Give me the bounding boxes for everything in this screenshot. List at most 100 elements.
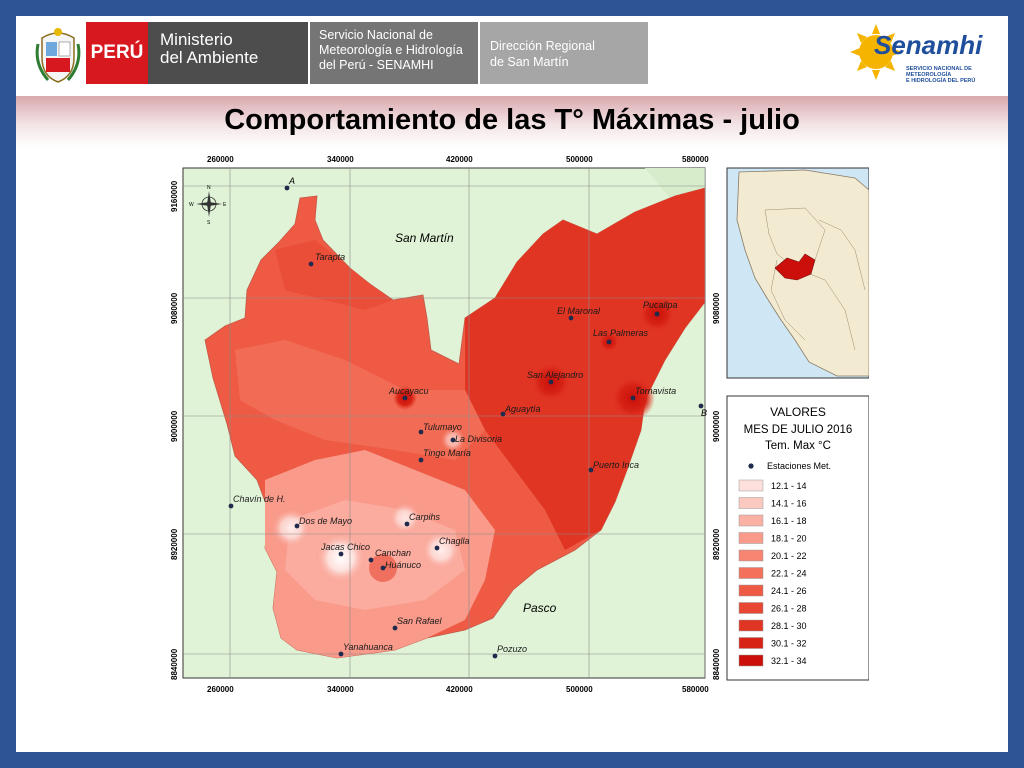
station-marker-aguaytia: [500, 411, 506, 417]
region-line1: Dirección Regional: [490, 39, 595, 53]
station-label-yanahuanca: Yanahuanca: [343, 642, 393, 652]
region-line2: de San Martín: [490, 55, 569, 69]
legend-title-line2: MES DE JULIO 2016: [744, 424, 853, 436]
map-figure: 260000 340000 420000 500000 580000 26000…: [165, 150, 870, 696]
station-marker-chavin: [228, 503, 234, 509]
corner-label-a: A: [288, 176, 295, 186]
x-tick-top-5: 580000: [682, 155, 709, 164]
station-marker-tingo-maria: [418, 457, 424, 463]
coat-of-arms-icon: [35, 28, 81, 83]
station-label-san-alejandro: San Alejandro: [527, 370, 583, 380]
peru-inset-map: [726, 167, 870, 379]
corner-label-b: B: [701, 408, 707, 418]
station-label-jacas-chico: Jacas Chico: [320, 542, 370, 552]
slide-title: Comportamiento de las T° Máximas - julio: [224, 104, 800, 136]
legend-swatch: [738, 619, 764, 632]
y-tick-left-1: 9160000: [170, 180, 179, 212]
station-label-canchan: Canchan: [375, 548, 411, 558]
legend-class-label: 18.1 - 20: [771, 534, 807, 544]
legend-class-label: 12.1 - 14: [771, 481, 807, 491]
station-label-aucayacu: Aucayacu: [388, 386, 429, 396]
legend-swatch: [738, 654, 764, 667]
slide: PERÚ Ministerio del Ambiente Servicio Na…: [16, 16, 1008, 752]
sun-icon: [850, 24, 902, 80]
station-marker-tarapta: [308, 261, 314, 267]
station-label-tarapta: Tarapta: [315, 252, 345, 262]
station-marker-carpihs: [404, 521, 410, 527]
dos-de-mayo-coolspot: [271, 508, 311, 548]
service-line2: Meteorología e Hidrología: [319, 43, 463, 57]
station-label-tornavista: Tornavista: [635, 386, 676, 396]
ministry-line1: Ministerio: [160, 30, 233, 49]
station-label-la-divisoria: La Divisoria: [455, 434, 502, 444]
legend-box: VALORES MES DE JULIO 2016 Tem. Max °C Es…: [726, 395, 870, 681]
station-label-dos-de-mayo: Dos de Mayo: [299, 516, 352, 526]
station-marker-pucallpa: [654, 311, 660, 317]
station-marker-san-alejandro: [548, 379, 554, 385]
legend-swatch: [738, 514, 764, 527]
compass-e: E: [223, 202, 227, 208]
station-marker-pozuzo: [492, 653, 498, 659]
legend-class-label: 24.1 - 26: [771, 586, 807, 596]
legend-swatch: [738, 479, 764, 492]
senamhi-logo: Senamhi SERVICIO NACIONAL DE METEOROLOGÍ…: [848, 20, 998, 86]
station-label-chavin: Chavín de H.: [233, 494, 286, 504]
x-tick-top-2: 340000: [327, 155, 354, 164]
station-label-las-palmeras: Las Palmeras: [593, 328, 649, 338]
station-marker-huanuco: [380, 565, 386, 571]
station-marker-b: [698, 403, 704, 409]
station-marker-yanahuanca: [338, 651, 344, 657]
region-label-san-martin: San Martín: [395, 231, 454, 245]
southwest-cooler-core: [285, 500, 465, 610]
y-tick-right-2: 9080000: [712, 292, 721, 324]
legend-class-label: 30.1 - 32: [771, 639, 807, 649]
compass-s: S: [207, 220, 211, 226]
ministry-block: Ministerio del Ambiente: [148, 22, 308, 84]
huanuco-highlight: [774, 253, 816, 281]
legend-station-marker: [748, 463, 754, 469]
x-tick-top-3: 420000: [446, 155, 473, 164]
legend-swatch: [738, 549, 764, 562]
northwest-warm-zone: [275, 240, 393, 310]
station-marker-canchan: [368, 557, 374, 563]
service-line1: Servicio Nacional de: [319, 28, 433, 42]
legend-title-line1: VALORES: [770, 405, 826, 419]
y-tick-right-5: 8840000: [712, 648, 721, 680]
legend-class-label: 14.1 - 16: [771, 499, 807, 509]
service-block: Servicio Nacional de Meteorología e Hidr…: [310, 22, 478, 84]
legend-class-label: 20.1 - 22: [771, 551, 807, 561]
region-label-pasco: Pasco: [523, 601, 557, 615]
station-marker-las-palmeras: [606, 339, 612, 345]
station-label-tingo-maria: Tingo María: [423, 448, 471, 458]
y-tick-left-3: 9000000: [170, 410, 179, 442]
legend-class-label: 22.1 - 24: [771, 569, 807, 579]
eastern-hot-zone: [465, 188, 705, 550]
logo-sub-line1: SERVICIO NACIONAL DE METEOROLOGÍA: [906, 66, 972, 78]
compass-n: N: [207, 185, 211, 191]
y-tick-right-4: 8920000: [712, 528, 721, 560]
station-marker-dos-de-mayo: [294, 523, 300, 529]
central-transition-zone: [235, 340, 485, 460]
station-label-san-rafael: San Rafael: [397, 616, 443, 626]
x-tick-bottom-5: 580000: [682, 685, 709, 694]
compass-w: W: [189, 202, 194, 208]
logo-subtitle: SERVICIO NACIONAL DE METEOROLOGÍA E HIDR…: [906, 66, 996, 84]
legend-swatch: [738, 532, 764, 544]
y-tick-right-3: 9000000: [712, 410, 721, 442]
logo-name: Senamhi: [874, 30, 983, 60]
map-gridlines: [183, 168, 706, 678]
carpihs-coolspot: [389, 502, 421, 534]
station-label-el-maronal: El Maronal: [557, 306, 601, 316]
compass-rose-icon: N S E W: [189, 185, 227, 226]
station-marker-tornavista: [630, 395, 636, 401]
station-marker-jacas-chico: [338, 551, 344, 557]
station-marker-aucayacu: [402, 395, 408, 401]
legend-class-label: 26.1 - 28: [771, 604, 807, 614]
chaglla-coolspot: [421, 530, 461, 570]
x-tick-top-4: 500000: [566, 155, 593, 164]
station-label-carpihs: Carpihs: [409, 512, 441, 522]
station-marker-a: [284, 185, 290, 191]
legend-title-line3: Tem. Max °C: [765, 440, 831, 452]
legend-swatch: [738, 637, 764, 649]
legend-swatch: [738, 567, 764, 579]
